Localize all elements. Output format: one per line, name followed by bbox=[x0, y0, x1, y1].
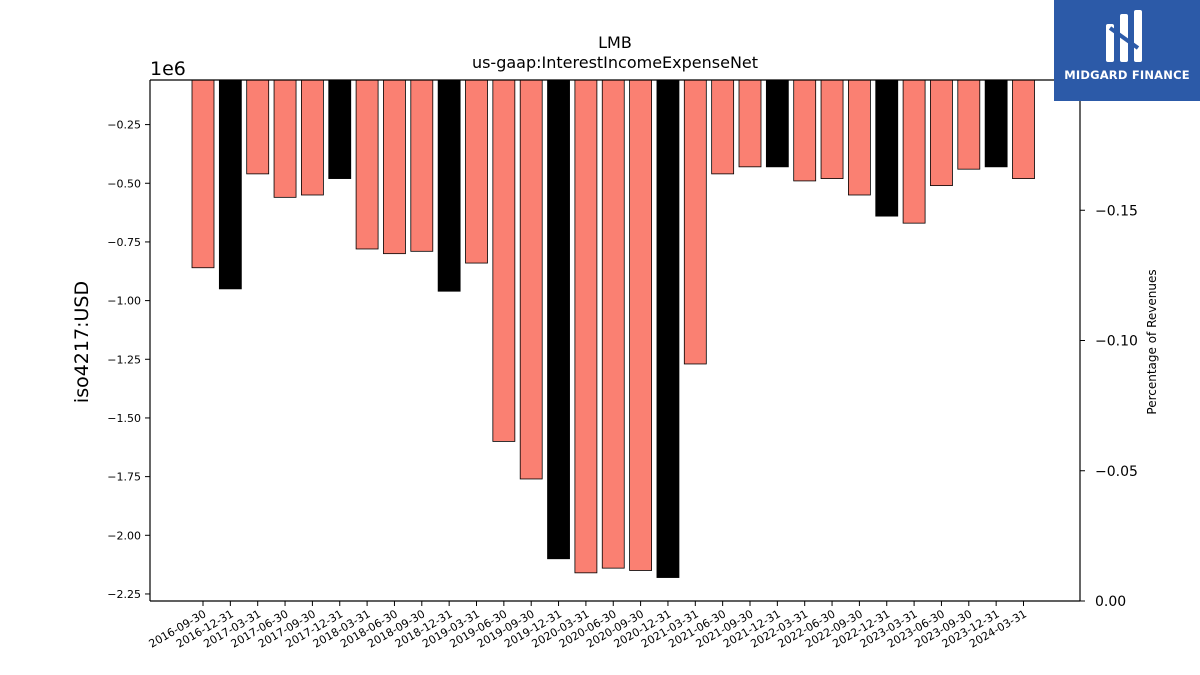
bars-group bbox=[191, 79, 1035, 578]
bar bbox=[465, 79, 488, 264]
y2-tick-label: −0.10 bbox=[1095, 334, 1138, 350]
bar bbox=[957, 79, 981, 170]
bar bbox=[902, 79, 926, 224]
bar bbox=[984, 79, 1008, 168]
chart-title: LMB bbox=[598, 33, 632, 52]
bar bbox=[492, 79, 516, 442]
y-tick-label: −1.00 bbox=[107, 295, 141, 308]
bar bbox=[355, 79, 379, 250]
bar bbox=[191, 79, 215, 269]
bar bbox=[793, 79, 817, 182]
chart-subtitle: us-gaap:InterestIncomeExpenseNet bbox=[472, 53, 758, 72]
bar bbox=[273, 79, 297, 198]
y2-axis-label: Percentage of Revenues bbox=[1145, 269, 1159, 414]
bar bbox=[218, 79, 242, 290]
y-tick-label: −2.25 bbox=[107, 588, 141, 601]
bar bbox=[711, 79, 735, 175]
bar bbox=[1012, 79, 1035, 179]
bar bbox=[683, 79, 707, 365]
y-tick-label: −1.25 bbox=[107, 353, 141, 366]
y-tick-label: −2.00 bbox=[107, 529, 141, 542]
bar bbox=[629, 79, 652, 571]
bar bbox=[930, 79, 953, 187]
y-offset-label: 1e6 bbox=[150, 58, 186, 80]
y-tick-label: −0.75 bbox=[107, 236, 141, 249]
bar bbox=[820, 79, 844, 179]
bar bbox=[875, 79, 899, 217]
y-tick-label: −0.25 bbox=[107, 119, 141, 132]
bar bbox=[437, 79, 461, 292]
bar bbox=[738, 79, 762, 168]
bar bbox=[547, 79, 570, 560]
bar bbox=[383, 79, 406, 255]
bar bbox=[328, 79, 352, 179]
bar bbox=[656, 79, 680, 578]
y2-tick-label: −0.05 bbox=[1095, 464, 1138, 480]
y-tick-label: −1.75 bbox=[107, 471, 141, 484]
bar bbox=[601, 79, 625, 569]
y-axis-label: iso4217:USD bbox=[71, 281, 93, 403]
y2-tick-label: −0.15 bbox=[1095, 203, 1138, 219]
logo-text: MIDGARD FINANCE bbox=[1064, 68, 1190, 82]
bar bbox=[410, 79, 434, 252]
bar bbox=[765, 79, 789, 168]
y-tick-label: −1.50 bbox=[107, 412, 141, 425]
bar bbox=[848, 79, 871, 196]
bar bbox=[574, 79, 598, 574]
midgard-finance-logo: MIDGARD FINANCE bbox=[1054, 0, 1200, 101]
bar bbox=[300, 79, 324, 196]
y-tick-label: −0.50 bbox=[107, 177, 141, 190]
logo-mark-icon bbox=[1106, 10, 1142, 62]
bar bbox=[519, 79, 543, 480]
y2-tick-label: 0.00 bbox=[1095, 594, 1126, 610]
bar bbox=[246, 79, 270, 175]
